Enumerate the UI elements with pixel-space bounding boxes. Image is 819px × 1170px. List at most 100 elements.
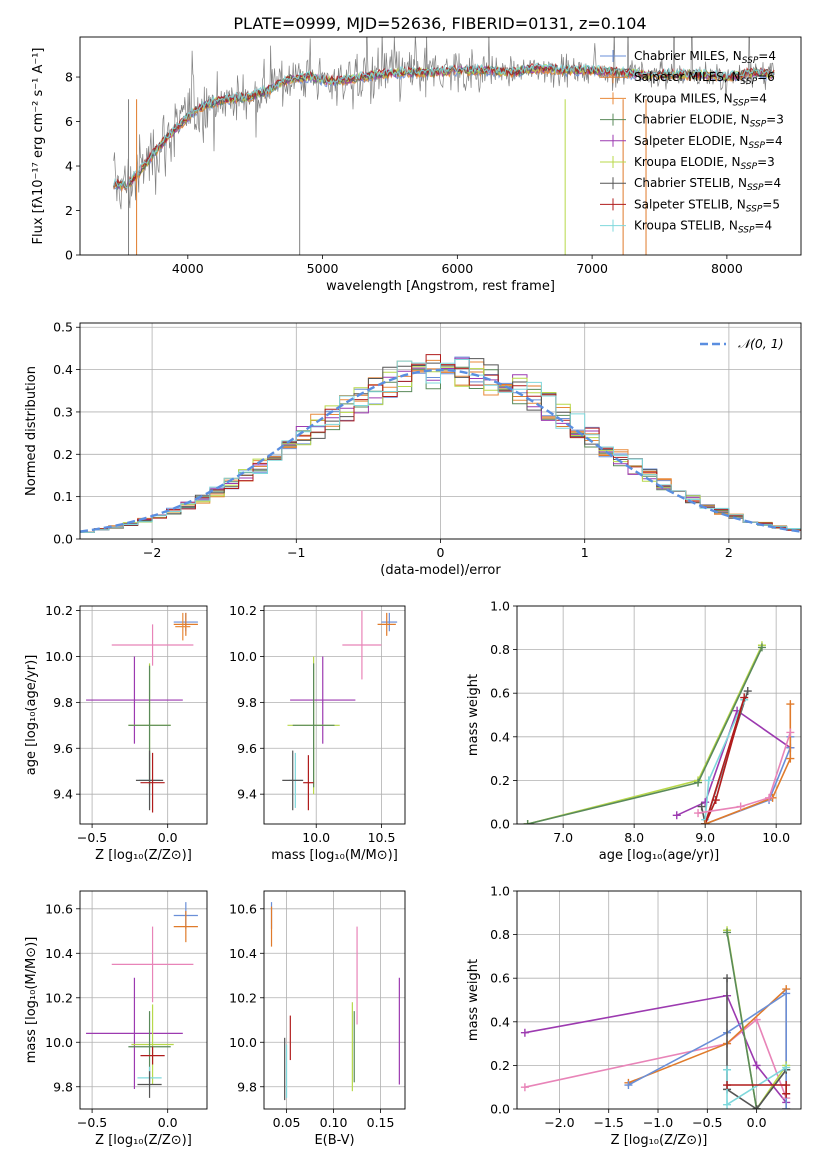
mass-weight-line <box>524 1018 787 1099</box>
legend-label: Salpeter STELIB, NSSP=5 <box>634 197 780 214</box>
spectrum-ytick-label: 8 <box>65 70 73 85</box>
legend-label-value: =4 <box>754 219 772 233</box>
spectrum-xtick-label: 4000 <box>172 261 204 276</box>
age_vs_Z-panel: −0.5 0.0 9.4 9.6 9.8 10.0 10.2 Z [log₁₀(Z/Z⊙)] a… <box>24 603 208 863</box>
massweight_vs_age-xtick-label: 10.0 <box>762 830 790 845</box>
massweight_vs_Z-xtick-label: 0.0 <box>747 1115 767 1130</box>
legend-label-main: Chabrier MILES, N <box>634 49 742 63</box>
age_vs_mass-plot-area <box>282 610 398 811</box>
legend-label-main: Kroupa ELODIE, N <box>634 155 741 169</box>
legend-label-value: =3 <box>757 155 775 169</box>
legend-label-sub: SSP <box>738 226 755 236</box>
age_vs_Z-ytick-label: 9.6 <box>53 741 73 756</box>
mass-weight-marker <box>694 809 703 818</box>
residuals-ylabel: Normed distribution <box>24 366 39 496</box>
legend-label-value: =5 <box>762 197 780 211</box>
residuals-plot-area <box>80 354 801 533</box>
residuals-ytick-label: 0.2 <box>53 447 73 462</box>
residuals-xlabel: (data-model)/error <box>380 563 501 578</box>
mass-weight-marker <box>697 802 706 811</box>
spectrum-xtick-label: 8000 <box>711 261 743 276</box>
spectrum-panel: 4000 5000 6000 7000 8000 0 2 4 6 8 wavelength [Ang… <box>31 36 802 294</box>
age_vs_mass-ytick-label: 9.6 <box>237 741 257 756</box>
massweight_vs_age-ytick-label: 0.2 <box>490 773 510 788</box>
legend-label: Kroupa STELIB, NSSP=4 <box>634 219 772 236</box>
legend-label-sub: SSP <box>746 204 763 214</box>
residuals-panel: −2 −1 0 1 2 0.0 0.1 0.2 0.3 0.4 0.5 (data-model)/er… <box>24 320 802 578</box>
mass-weight-marker <box>723 1065 732 1074</box>
mass-weight-marker <box>786 728 795 737</box>
residuals-xtick-label: −2 <box>143 545 161 560</box>
spectrum-model-kroupa-stelib <box>113 62 775 189</box>
residuals-ytick-label: 0.4 <box>53 362 73 377</box>
massweight_vs_age-panel: 7.0 8.0 9.0 10.0 0.0 0.2 0.4 0.6 0.8 1.0 age [log₁… <box>466 599 802 863</box>
normal-curve <box>80 368 801 533</box>
age_vs_Z-frame <box>79 605 208 825</box>
legend-label: Kroupa MILES, NSSP=4 <box>634 91 767 108</box>
mass-weight-marker <box>757 643 766 652</box>
massweight_vs_Z-xtick-label: −2.0 <box>544 1115 574 1130</box>
mass_vs_ebv-ytick-label: 10.6 <box>229 901 257 916</box>
mass-weight-line <box>676 709 791 817</box>
massweight_vs_age-ytick-label: 0.0 <box>490 817 510 832</box>
spectrum-ytick-label: 2 <box>65 203 73 218</box>
spectrum-xtick-label: 6000 <box>441 261 473 276</box>
spectrum-xtick-label: 7000 <box>576 261 608 276</box>
mass_vs_Z-ytick-label: 10.4 <box>45 946 73 961</box>
massweight_vs_Z-xtick-label: −1.5 <box>594 1115 624 1130</box>
spectrum-model-chabrier-elodie <box>113 65 775 191</box>
legend-label-sub: SSP <box>741 162 758 172</box>
mass_vs_Z-ytick-label: 10.2 <box>45 990 73 1005</box>
mass-weight-marker <box>786 754 795 763</box>
mass-weight-line <box>697 732 792 814</box>
age_vs_mass-ytick-label: 10.2 <box>229 603 257 618</box>
residuals-xtick-label: 2 <box>725 545 733 560</box>
mass-weight-line <box>726 978 787 1109</box>
age_vs_Z-xtick-label: 0.0 <box>158 830 178 845</box>
mass-weight-marker <box>701 820 710 824</box>
legend-label-sub: SSP <box>733 98 750 108</box>
histogram-kroupa-stelib <box>80 359 801 533</box>
age_vs_Z-xtick-label: −0.5 <box>77 830 107 845</box>
massweight_vs_age-frame <box>516 605 802 825</box>
age_vs_mass-xtick-label: 10.0 <box>302 830 330 845</box>
residuals-xtick-label: 1 <box>581 545 589 560</box>
mass_vs_ebv-ytick-label: 10.2 <box>229 990 257 1005</box>
age_vs_mass-xtick-label: 10.5 <box>368 830 396 845</box>
legend-label: Chabrier ELODIE, NSSP=3 <box>634 113 784 130</box>
spectrum-ylabel: Flux [fλ10⁻¹⁷ erg cm⁻² s⁻¹ A⁻¹] <box>31 48 46 245</box>
legend-label-main: Salpeter MILES, N <box>634 70 741 84</box>
legend-label: Kroupa ELODIE, NSSP=3 <box>634 155 775 172</box>
massweight_vs_age-ytick-label: 0.8 <box>490 642 510 657</box>
massweight_vs_Z-xtick-label: −1.0 <box>643 1115 673 1130</box>
spectrum-model-chabrier-miles <box>113 65 775 192</box>
age_vs_Z-ylabel: age [log₁₀(age/yr)] <box>24 655 39 776</box>
legend-label-value: =4 <box>765 134 783 148</box>
mass_vs_ebv-ytick-label: 9.8 <box>237 1079 257 1094</box>
mass-weight-marker <box>782 1105 791 1109</box>
age_vs_mass-ytick-label: 10.0 <box>229 649 257 664</box>
massweight_vs_Z-ytick-label: 0.2 <box>490 1058 510 1073</box>
massweight_vs_age-ytick-label: 0.4 <box>490 729 510 744</box>
spectrum-model-salpeter-miles <box>113 65 775 193</box>
mass_vs_ebv-ytick-label: 10.0 <box>229 1035 257 1050</box>
mass-weight-marker <box>723 974 732 983</box>
mass-weight-marker <box>782 1081 791 1090</box>
mass_vs_Z-plot-area <box>86 902 198 1098</box>
legend-label-sub: SSP <box>742 56 759 66</box>
residuals-ytick-label: 0.0 <box>53 532 73 547</box>
mass-weight-marker <box>672 811 681 820</box>
mass-weight-marker <box>786 700 795 709</box>
legend-label-sub: SSP <box>747 183 764 193</box>
massweight_vs_Z-plot-area <box>520 926 791 1109</box>
mass_vs_ebv-xlabel: E(B-V) <box>314 1133 354 1148</box>
massweight_vs_age-ylabel: mass weight <box>466 674 481 756</box>
mass_vs_Z-ylabel: mass [log₁₀(M/M⊙)] <box>24 937 39 1064</box>
age_vs_Z-plot-area <box>86 612 198 813</box>
mass-weight-marker <box>752 1061 761 1070</box>
spectrum-frame <box>79 36 802 256</box>
massweight_vs_age-xtick-label: 9.0 <box>695 830 715 845</box>
mass_vs_Z-ytick-label: 9.8 <box>53 1079 73 1094</box>
mass-weight-marker <box>701 798 710 807</box>
legend-label-main: Chabrier ELODIE, N <box>634 113 750 127</box>
